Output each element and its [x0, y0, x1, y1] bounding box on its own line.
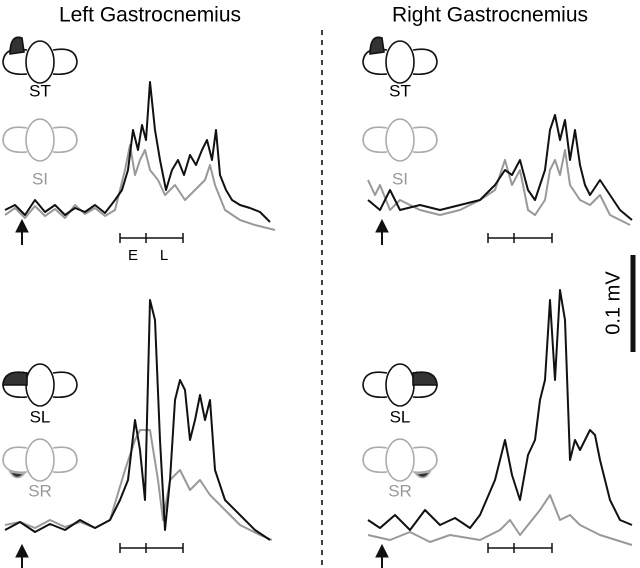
- trace: [367, 494, 633, 546]
- condition-label: ST: [29, 81, 51, 100]
- trace: [4, 81, 271, 223]
- column-title: Left Gastrocnemius: [59, 4, 241, 27]
- condition-label: SI: [32, 169, 48, 188]
- scale-bar-label: 0.1 mV: [602, 271, 624, 335]
- icon: [362, 438, 438, 482]
- icon: [2, 118, 78, 162]
- column-title: Right Gastrocnemius: [392, 4, 588, 27]
- condition-label: SI: [392, 169, 408, 188]
- trace: [367, 149, 631, 226]
- epoch-bracket: [119, 233, 553, 553]
- condition-label: SL: [390, 407, 411, 426]
- condition-label: SL: [30, 407, 51, 426]
- condition-label: ST: [389, 81, 411, 100]
- icon: [2, 36, 78, 84]
- arrow: [15, 218, 389, 568]
- trace: [367, 289, 633, 531]
- trace: [4, 299, 271, 541]
- icon: [362, 36, 438, 84]
- epoch-label: L: [160, 247, 168, 264]
- icon: [362, 363, 438, 407]
- condition-label: SR: [388, 481, 412, 500]
- icon: [2, 363, 78, 407]
- icon: [2, 438, 78, 482]
- trace: [367, 114, 633, 221]
- trace: [4, 144, 276, 231]
- trace: [4, 429, 273, 541]
- icon: [362, 118, 438, 162]
- epoch-label: E: [128, 247, 138, 264]
- condition-label: SR: [28, 481, 52, 500]
